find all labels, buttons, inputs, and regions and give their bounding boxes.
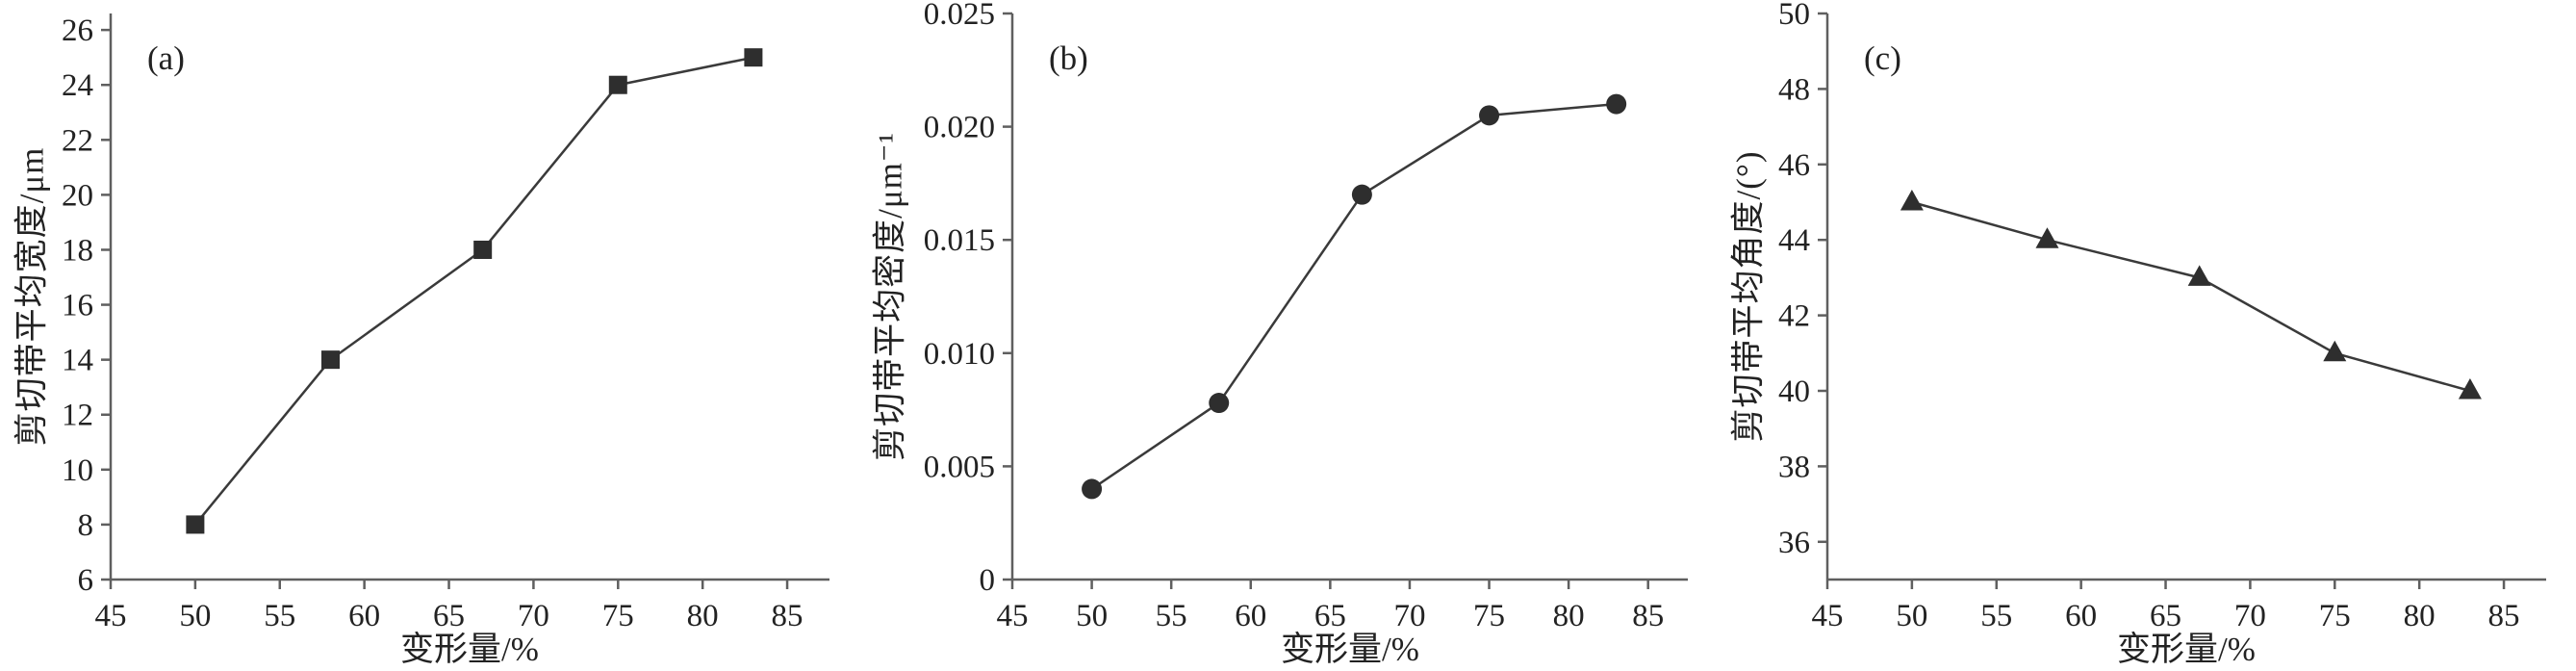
series-line	[193, 56, 754, 526]
tick-label: 50	[179, 599, 211, 633]
series-markers	[1900, 190, 2482, 400]
tick-label: 55	[1980, 599, 2012, 633]
chart-panel-c: 45 50 55 60 65 70 75 80 85 36 38 40 42 44 46 48 50 (c) 剪切…	[1717, 0, 2575, 671]
y-ticks: 6 8 10 12 14 16 18 20 22 24 26	[62, 13, 111, 598]
panel-label: (c)	[1864, 39, 1901, 77]
tick-label: 80	[2404, 599, 2436, 633]
chart-panel-b: 45 50 55 60 65 70 75 80 85 0 0.005 0.010 0.015 0.020 0…	[858, 0, 1717, 671]
data-point-marker	[2458, 378, 2482, 400]
tick-label: 44	[1778, 223, 1810, 258]
y-ticks: 36 38 40 42 44 46 48 50	[1778, 0, 1827, 560]
y-axis-label: 剪切带平均密度/μm⁻¹	[871, 132, 909, 461]
chart-canvas-c: 45 50 55 60 65 70 75 80 85 36 38 40 42 44 46 48 50 (c)	[1778, 0, 2546, 633]
tick-label: 36	[1778, 526, 1810, 560]
tick-label: 18	[62, 233, 93, 268]
tick-label: 50	[1896, 599, 1927, 633]
tick-label: 85	[2488, 599, 2520, 633]
tick-label: 65	[433, 599, 465, 633]
data-point-marker	[608, 75, 627, 94]
data-point-marker	[186, 515, 205, 534]
y-ticks: 0 0.005 0.010 0.015 0.020 0.025	[924, 0, 1012, 598]
tick-label: 10	[62, 453, 93, 488]
tick-label: 60	[2065, 599, 2097, 633]
chart-canvas-a: 45 50 55 60 65 70 75 80 85 6 8 10 12 14 16 18 20 22 24 26 (a…	[62, 13, 829, 633]
series-markers	[1082, 93, 1627, 500]
tick-label: 0.005	[924, 450, 995, 484]
tick-label: 0	[980, 563, 996, 598]
x-ticks: 45 50 55 60 65 70 75 80 85	[1812, 580, 2520, 633]
data-point-marker	[1351, 184, 1372, 205]
panel-label: (b)	[1049, 39, 1088, 77]
x-axis-label: 变形量/%	[2117, 631, 2256, 668]
series-line	[1090, 102, 1617, 490]
data-point-marker	[744, 48, 763, 67]
x-axis-label: 变形量/%	[400, 631, 539, 668]
x-axis-label: 变形量/%	[1281, 631, 1419, 668]
tick-label: 40	[1778, 374, 1810, 409]
tick-label: 42	[1778, 299, 1810, 334]
tick-label: 0.020	[924, 111, 995, 145]
tick-label: 38	[1778, 450, 1810, 484]
chart-panel-a: 45 50 55 60 65 70 75 80 85 6 8 10 12 14 16 18 20 22 24 26 (a…	[0, 0, 858, 671]
tick-label: 65	[1314, 599, 1346, 633]
data-point-marker	[2035, 227, 2059, 248]
tick-label: 55	[1156, 599, 1187, 633]
data-point-marker	[1479, 105, 1500, 126]
data-point-marker	[2187, 265, 2211, 286]
tick-label: 16	[62, 289, 93, 323]
data-point-marker	[473, 240, 493, 259]
tick-label: 48	[1778, 72, 1810, 107]
y-axis-label: 剪切带平均角度/(°)	[1729, 150, 1768, 443]
tick-label: 45	[95, 599, 127, 633]
tick-label: 45	[1812, 599, 1844, 633]
x-ticks: 45 50 55 60 65 70 75 80 85	[95, 580, 803, 633]
tick-label: 70	[518, 599, 549, 633]
tick-label: 85	[1632, 599, 1664, 633]
tick-label: 80	[687, 599, 719, 633]
tick-label: 0.025	[924, 0, 995, 32]
x-ticks: 45 50 55 60 65 70 75 80 85	[997, 580, 1664, 633]
tick-label: 60	[348, 599, 380, 633]
tick-label: 26	[62, 13, 93, 48]
tick-label: 50	[1076, 599, 1108, 633]
data-point-marker	[1209, 393, 1230, 414]
data-point-marker	[320, 350, 340, 370]
tick-label: 22	[62, 123, 93, 158]
tick-label: 20	[62, 178, 93, 213]
tick-label: 75	[602, 599, 634, 633]
axes	[109, 13, 829, 581]
tick-label: 6	[78, 563, 94, 598]
tick-label: 24	[62, 68, 93, 103]
series-line	[1911, 200, 2471, 393]
axes	[1825, 13, 2546, 581]
tick-label: 65	[2150, 599, 2181, 633]
tick-label: 46	[1778, 148, 1810, 183]
tick-label: 75	[2319, 599, 2351, 633]
tick-label: 12	[62, 399, 93, 433]
tick-label: 14	[62, 344, 93, 378]
y-axis-label: 剪切带平均宽度/μm	[13, 146, 51, 447]
panel-label: (a)	[147, 39, 185, 77]
series-markers	[186, 48, 763, 534]
tick-label: 60	[1235, 599, 1266, 633]
tick-label: 0.015	[924, 223, 995, 258]
data-point-marker	[1606, 93, 1627, 115]
tick-label: 85	[772, 599, 803, 633]
tick-label: 70	[2234, 599, 2266, 633]
tick-label: 70	[1393, 599, 1425, 633]
chart-canvas-b: 45 50 55 60 65 70 75 80 8500.0050.0100.0150.0200…	[924, 0, 1688, 633]
tick-label: 0.010	[924, 337, 995, 372]
tick-label: 80	[1553, 599, 1585, 633]
tick-label: 50	[1778, 0, 1810, 32]
tick-label: 55	[264, 599, 295, 633]
tick-label: 8	[78, 508, 94, 543]
data-point-marker	[1900, 190, 1924, 211]
tick-label: 45	[997, 599, 1029, 633]
data-point-marker	[2323, 340, 2347, 362]
tick-label: 75	[1473, 599, 1505, 633]
axes	[1010, 13, 1688, 581]
data-point-marker	[1082, 478, 1103, 500]
